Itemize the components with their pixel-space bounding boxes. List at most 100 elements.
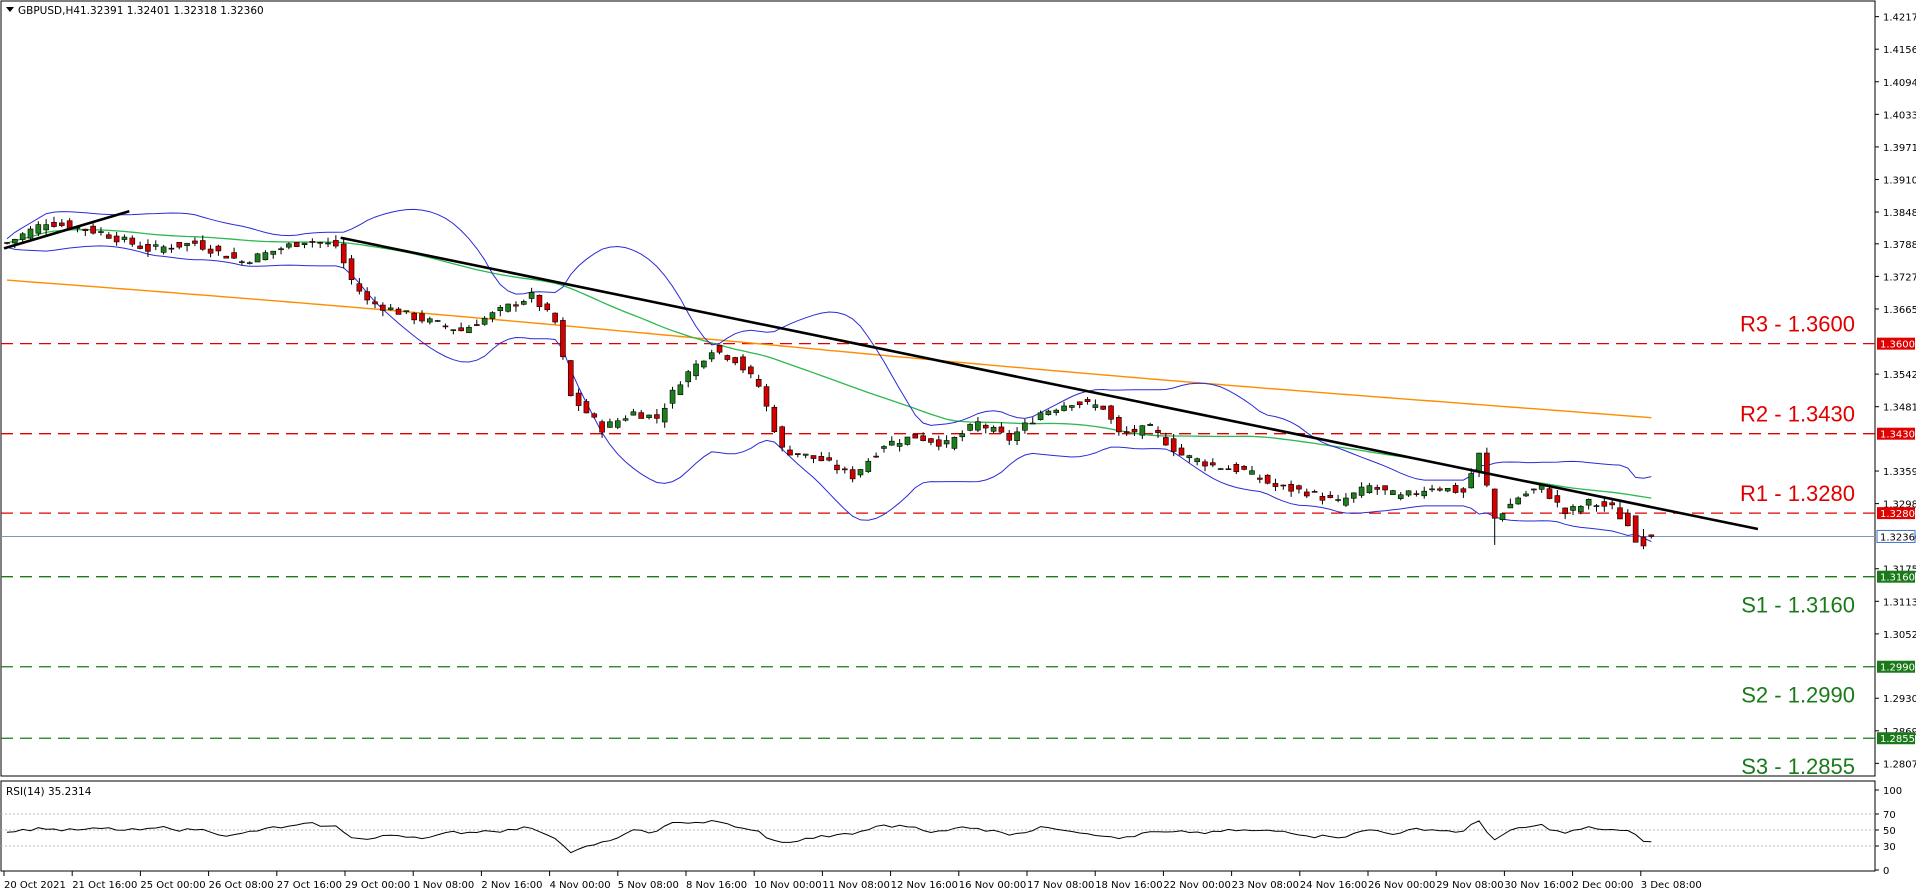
candle-bear xyxy=(1437,488,1443,491)
candle-bear xyxy=(1155,429,1161,433)
candle-bear xyxy=(1303,491,1310,497)
candle-bull xyxy=(301,242,308,245)
candle-bull xyxy=(1421,490,1428,497)
candle-bear xyxy=(567,360,574,396)
candle-bear xyxy=(1288,484,1294,492)
candle-bull xyxy=(12,238,18,244)
candle-bull xyxy=(160,246,167,253)
candle-bull xyxy=(975,421,981,431)
candle-bear xyxy=(654,414,660,419)
candle-bear xyxy=(1648,534,1655,537)
candle-bull xyxy=(1343,497,1349,506)
time-tick-label: 17 Nov 08:00 xyxy=(1027,880,1094,891)
candle-bull xyxy=(278,248,284,251)
time-tick-label: 1 Nov 08:00 xyxy=(413,880,474,891)
time-tick-label: 25 Oct 00:00 xyxy=(140,880,205,891)
time-tick-label: 5 Nov 08:00 xyxy=(618,880,679,891)
candle-bear xyxy=(513,304,519,307)
time-tick-label: 30 Nov 16:00 xyxy=(1504,880,1571,891)
candle-bull xyxy=(1029,422,1036,425)
candle-bull xyxy=(505,303,511,312)
candle-bear xyxy=(599,421,605,433)
rsi-tick-label: 30 xyxy=(1883,842,1896,853)
level-tag: 1.34300 xyxy=(1880,430,1916,441)
candle-bull xyxy=(427,318,433,323)
candle-bull xyxy=(1061,405,1067,411)
candle-bear xyxy=(1233,464,1240,473)
price-tick-label: 1.41560 xyxy=(1883,45,1916,56)
level-label-s2: S2 - 1.2990 xyxy=(1741,683,1855,708)
candle-bear xyxy=(113,235,120,243)
price-tick-label: 1.31135 xyxy=(1883,597,1916,608)
candle-bull xyxy=(990,426,997,432)
level-tag: 1.28550 xyxy=(1880,734,1916,745)
candle-bear xyxy=(1374,487,1381,490)
trendline-1 xyxy=(3,210,130,250)
level-tag-bg xyxy=(1877,507,1915,520)
candle-bear xyxy=(732,357,738,364)
candle-bear xyxy=(137,245,143,249)
time-tick-label: 10 Nov 00:00 xyxy=(754,880,821,891)
candle-bear xyxy=(348,258,355,281)
candle-bull xyxy=(1366,485,1373,494)
level-tag-bg xyxy=(1877,337,1915,350)
time-tick-label: 23 Nov 08:00 xyxy=(1232,880,1299,891)
price-tick-label: 1.39100 xyxy=(1883,175,1916,186)
candle-bull xyxy=(1335,499,1341,501)
candle-bear xyxy=(575,392,582,406)
candle-bear xyxy=(458,327,464,332)
candle-bear xyxy=(231,252,237,259)
price-tick-label: 1.31750 xyxy=(1883,565,1916,576)
level-tag: 1.29900 xyxy=(1880,663,1916,674)
candle-bull xyxy=(497,306,504,312)
collapse-arrow-icon xyxy=(6,7,14,12)
level-label-r2: R2 - 1.3430 xyxy=(1740,402,1855,427)
time-tick-label: 27 Oct 16:00 xyxy=(277,880,342,891)
candle-bear xyxy=(380,304,386,311)
candle-bear xyxy=(716,344,723,353)
candle-bear xyxy=(1546,488,1553,499)
candle-bear xyxy=(1554,495,1561,503)
candle-bull xyxy=(262,252,269,261)
candle-bull xyxy=(1350,492,1357,499)
candle-bull xyxy=(622,418,629,421)
candle-bull xyxy=(1515,497,1521,505)
candle-bull xyxy=(387,307,394,310)
candle-bear xyxy=(755,379,762,387)
candle-bear xyxy=(192,240,198,244)
candle-bull xyxy=(403,310,410,313)
time-tick-label: 2 Nov 16:00 xyxy=(481,880,542,891)
candle-bull xyxy=(857,469,864,476)
candle-bear xyxy=(442,325,449,328)
time-axis: 20 Oct 2021 21 Oct 16:00 25 Oct 00:00 26 Oc… xyxy=(3,871,1702,891)
candle-bull xyxy=(630,411,637,416)
candle-bull xyxy=(708,352,715,360)
ohlc-values: 1.32391 1.32401 1.32318 1.32360 xyxy=(80,5,264,17)
candle-bull xyxy=(943,440,950,445)
price-tick-label: 1.40330 xyxy=(1883,110,1916,121)
candle-bull xyxy=(1570,506,1576,511)
level-tag-bg xyxy=(1877,732,1915,745)
price-axis: 1.42175 1.41560 1.40945 1.40330 1.39715 1.391… xyxy=(1875,13,1916,770)
candle-bear xyxy=(826,457,832,461)
candle-bull xyxy=(481,317,488,325)
candle-bear xyxy=(536,294,543,308)
price-tick-label: 1.33595 xyxy=(1883,467,1916,478)
candle-bull xyxy=(152,244,159,247)
price-tick-label: 1.35425 xyxy=(1883,370,1916,381)
candle-bull xyxy=(489,312,496,319)
candle-bull xyxy=(865,460,872,472)
candle-bear xyxy=(215,245,222,252)
candle-bull xyxy=(528,292,535,299)
trendline-2 xyxy=(340,236,1759,531)
candle-bear xyxy=(1460,488,1467,493)
candle-bear xyxy=(82,228,89,231)
candle-bull xyxy=(286,243,292,248)
candle-bear xyxy=(1280,484,1287,487)
candle-bull xyxy=(43,224,49,231)
candle-bear xyxy=(340,243,347,264)
candle-bear xyxy=(834,464,840,471)
time-tick-label: 4 Nov 00:00 xyxy=(550,880,611,891)
candle-bear xyxy=(560,320,566,358)
